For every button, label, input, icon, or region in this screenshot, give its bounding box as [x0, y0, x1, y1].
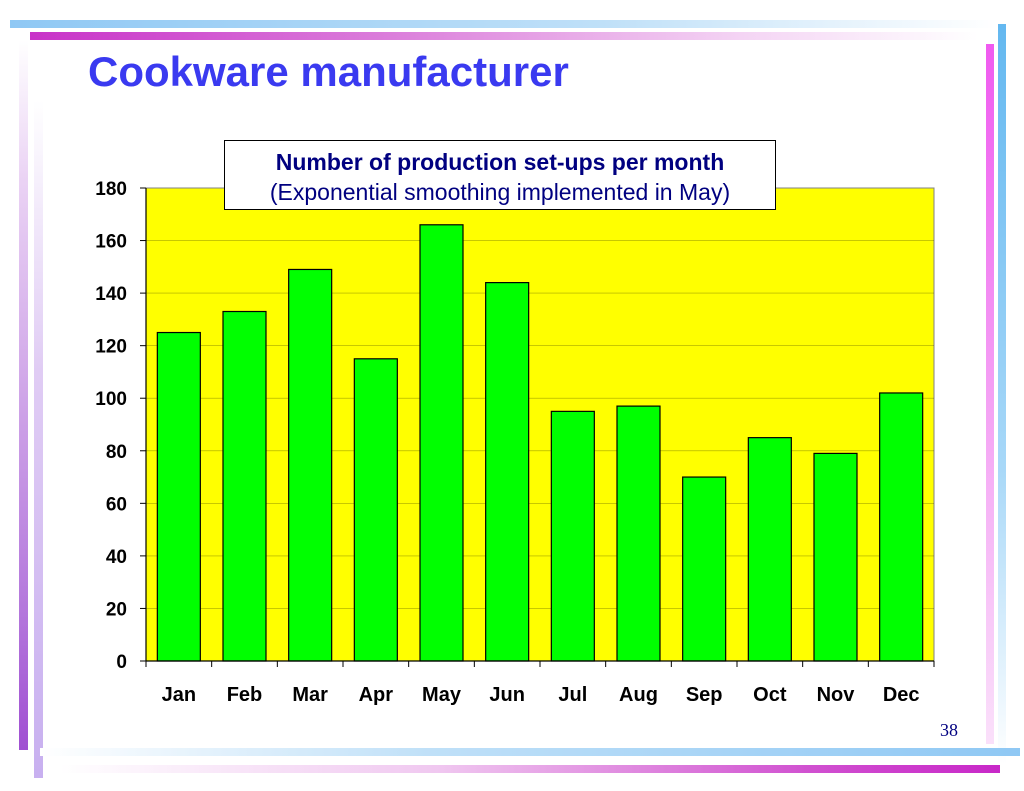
decorative-left-lilac-stripe [34, 100, 43, 778]
tick-labels: 0 20 40 60 80 100 120 140 160 180 Jan Feb Mar Apr May J… [95, 179, 919, 706]
x-tick-label-sep: Sep [686, 684, 723, 706]
x-tick-label-may: May [422, 684, 462, 706]
decorative-bottom-blue-stripe [40, 748, 1020, 756]
x-tick-label-apr: Apr [359, 684, 394, 706]
chart-title-box: Number of production set-ups per month (… [224, 140, 776, 210]
bar-may [419, 224, 464, 662]
y-tick-label-100: 100 [95, 389, 127, 410]
chart-subtitle: (Exponential smoothing implemented in Ma… [269, 179, 731, 205]
y-tick-label-140: 140 [95, 284, 127, 305]
page-number: 38 [940, 720, 958, 740]
x-tick-label-dec: Dec [883, 684, 920, 706]
bar-nov [813, 452, 858, 662]
y-tick-label-0: 0 [116, 652, 127, 673]
y-tick-label-80: 80 [106, 442, 127, 463]
y-tick-label-60: 60 [106, 494, 127, 515]
y-tick-label-20: 20 [106, 599, 127, 620]
decorative-right-magenta-stripe [986, 44, 994, 744]
x-tick-label-aug: Aug [619, 684, 658, 706]
x-tick-label-mar: Mar [292, 684, 328, 706]
x-tick-label-nov: Nov [817, 684, 856, 706]
slide-title: Cookware manufacturer [88, 48, 569, 95]
axes [140, 187, 935, 667]
y-tick-label-40: 40 [106, 547, 127, 568]
bar-jan [156, 331, 201, 662]
bar-apr [353, 358, 398, 662]
bars [156, 224, 924, 662]
decorative-left-purple-stripe [19, 40, 28, 750]
bar-jun [485, 282, 530, 662]
x-tick-label-jun: Jun [489, 684, 525, 706]
x-tick-label-jul: Jul [558, 684, 587, 706]
decorative-top-magenta-stripe [30, 32, 978, 40]
x-tick-label-oct: Oct [753, 684, 787, 706]
x-tick-label-feb: Feb [227, 684, 263, 706]
y-tick-label-180: 180 [95, 179, 127, 200]
decorative-bottom-magenta-stripe [60, 765, 1000, 773]
bar-oct [747, 437, 792, 662]
plot-area [145, 187, 935, 662]
gridlines [146, 240, 934, 609]
decorative-right-blue-stripe [998, 24, 1006, 764]
bar-mar [288, 268, 333, 662]
chart-title: Number of production set-ups per month [275, 149, 725, 175]
bar-dec [879, 392, 924, 662]
x-tick-label-jan: Jan [162, 684, 196, 706]
y-tick-label-160: 160 [95, 232, 127, 253]
y-tick-label-120: 120 [95, 337, 127, 358]
decorative-top-blue-stripe [10, 20, 998, 28]
bar-jul [550, 410, 595, 662]
bar-feb [222, 310, 267, 662]
bar-sep [682, 476, 727, 662]
bar-aug [616, 405, 661, 662]
